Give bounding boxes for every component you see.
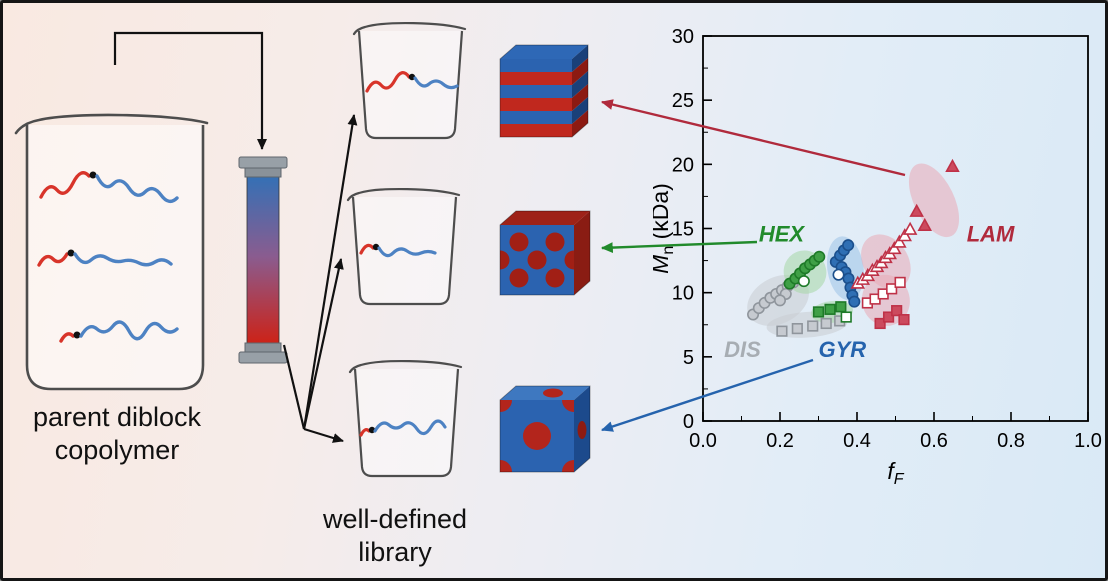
data-point-lam xyxy=(892,234,907,248)
x-tick-label: 1.0 xyxy=(1074,430,1102,452)
data-point-dis xyxy=(776,325,788,337)
y-tick-label: 25 xyxy=(672,90,694,112)
data-point-lam xyxy=(897,228,912,242)
polymer-chain-3 xyxy=(59,320,179,343)
data-point-dis xyxy=(791,322,803,335)
parent-label-line2: copolymer xyxy=(54,435,180,465)
data-point-dis xyxy=(807,320,819,332)
data-point-lam xyxy=(917,217,933,232)
region-label-lam: LAM xyxy=(967,221,1015,246)
data-point-hex xyxy=(813,250,826,263)
data-point-gyr xyxy=(848,295,861,308)
library-beaker-3 xyxy=(348,359,463,478)
y-tick-label: 0 xyxy=(683,411,694,433)
junction-dot xyxy=(89,171,97,179)
y-tick-label: 10 xyxy=(672,283,694,305)
library-label: well-defined library xyxy=(295,503,495,569)
phase-diagram-chart: 0.0 0.2 0.4 0.6 0.8 1.0 0 5 10 15 20 25 30 fF Mn (kDa)… xyxy=(653,26,1102,488)
data-point-gyr xyxy=(832,268,845,281)
region-blob-lam xyxy=(908,163,960,238)
region-label-dis: DIS xyxy=(724,337,761,362)
junction-dot xyxy=(67,249,75,257)
diagram xyxy=(14,21,591,478)
lamellae-image xyxy=(499,44,589,138)
separation-column xyxy=(238,156,288,364)
data-point-lam xyxy=(882,311,895,323)
spheres-image xyxy=(499,385,591,473)
junction-dot xyxy=(73,331,81,339)
polymer-chain-2 xyxy=(37,249,173,267)
data-point-lam xyxy=(887,240,902,255)
data-point-hex xyxy=(824,303,836,315)
region-label-hex: HEX xyxy=(759,221,806,246)
data-point-lam xyxy=(894,276,906,289)
library-beaker-1 xyxy=(352,21,467,140)
data-point-gyr xyxy=(842,239,855,252)
data-point-dis xyxy=(820,317,832,330)
data-point-lam xyxy=(909,203,924,217)
polymer-chain-1 xyxy=(39,171,179,204)
y-axis-label: Mn (kDa) xyxy=(653,183,677,274)
x-tick-label: 0.4 xyxy=(843,430,871,452)
parent-beaker xyxy=(14,113,209,391)
x-tick-label: 0.0 xyxy=(689,430,717,452)
region-label-gyr: GYR xyxy=(819,337,867,362)
parent-label: parent diblock copolymer xyxy=(5,401,229,467)
data-point-dis xyxy=(774,294,787,307)
data-point-hex xyxy=(840,311,852,323)
data-point-lam xyxy=(902,221,918,235)
data-point-hex xyxy=(797,275,810,288)
data-point-lam xyxy=(891,305,903,317)
y-tick-label: 15 xyxy=(672,219,694,241)
column-cap-bottom xyxy=(238,351,288,364)
data-point-hex xyxy=(835,301,847,313)
library-label-line2: library xyxy=(358,537,432,567)
library-beaker-2 xyxy=(346,187,461,306)
data-point-lam xyxy=(874,317,886,330)
library-label-line1: well-defined xyxy=(322,504,468,534)
x-tick-label: 0.6 xyxy=(920,430,948,452)
data-point-lam xyxy=(898,314,910,326)
parent-label-line1: parent diblock xyxy=(32,402,202,432)
x-tick-label: 0.2 xyxy=(766,430,794,452)
data-point-lam xyxy=(945,158,960,172)
hex-cylinders-image xyxy=(499,210,591,296)
x-tick-label: 0.8 xyxy=(997,430,1025,452)
y-tick-label: 5 xyxy=(683,347,694,369)
data-point-hex xyxy=(812,306,825,318)
y-tick-label: 20 xyxy=(672,154,694,176)
data-point-lam xyxy=(886,283,898,295)
y-tick-label: 30 xyxy=(672,26,694,48)
x-axis-label: fF xyxy=(887,458,904,488)
column-cap-top xyxy=(238,156,288,169)
